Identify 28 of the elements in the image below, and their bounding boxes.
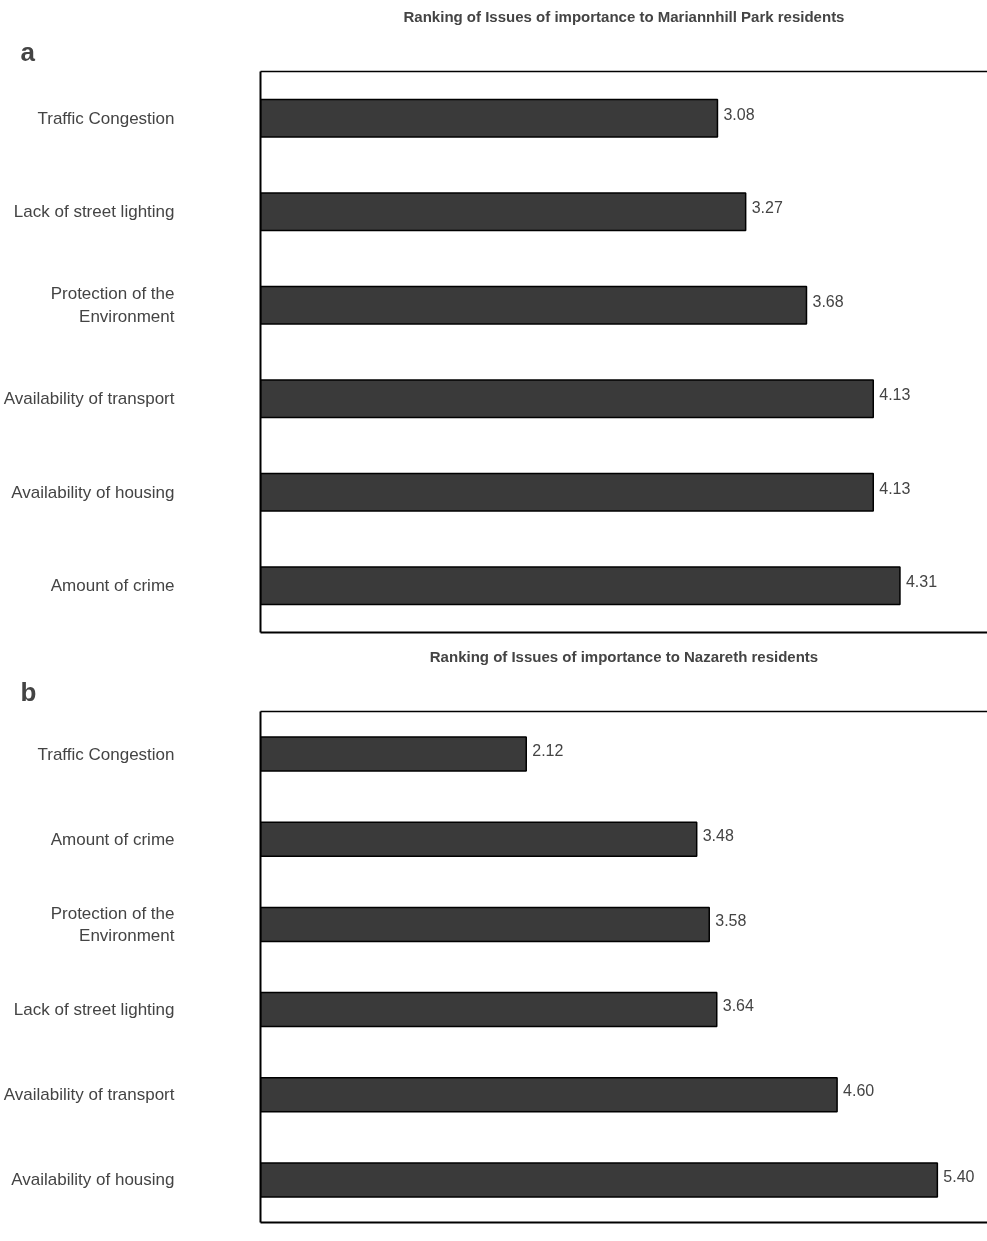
chart-title: Ranking of Issues of importance to Mariannhill Park residents: [403, 7, 845, 25]
data-label: 3.27: [751, 199, 783, 217]
y-tick-label: Protection of the Environment: [50, 284, 175, 327]
data-label: 4.13: [879, 479, 911, 497]
y-tick-label: Amount of crime: [50, 829, 175, 849]
text: b: [20, 676, 37, 707]
y-tick-label: Amount of crime: [50, 576, 175, 596]
y-tick-label: Availability of housing: [11, 482, 175, 502]
data-label: 2.12: [532, 741, 564, 759]
data-label: 4.60: [843, 1082, 875, 1100]
y-tick-label: Availability of transport: [3, 389, 175, 409]
data-label: 3.68: [812, 292, 844, 310]
chart-title: Ranking of Issues of importance to Nazareth residents: [429, 647, 819, 665]
data-label: 3.48: [702, 826, 734, 844]
data-label: 4.13: [879, 386, 911, 404]
y-tick-label: Traffic Congestion: [37, 744, 175, 764]
text: a: [20, 36, 36, 67]
data-label: 3.64: [722, 997, 754, 1015]
y-tick-label: Lack of street lighting: [13, 1000, 175, 1020]
y-tick-label: Availability of housing: [11, 1170, 175, 1190]
data-label: 4.31: [905, 573, 938, 591]
y-tick-label: Availability of transport: [3, 1085, 175, 1105]
data-label: 5.40: [943, 1167, 975, 1185]
data-label: 3.58: [715, 912, 747, 930]
y-tick-label: Lack of street lighting: [13, 202, 175, 222]
y-tick-label: Traffic Congestion: [37, 108, 175, 128]
y-tick-label: Protection of the Environment: [50, 903, 175, 946]
data-label: 3.08: [723, 105, 755, 123]
